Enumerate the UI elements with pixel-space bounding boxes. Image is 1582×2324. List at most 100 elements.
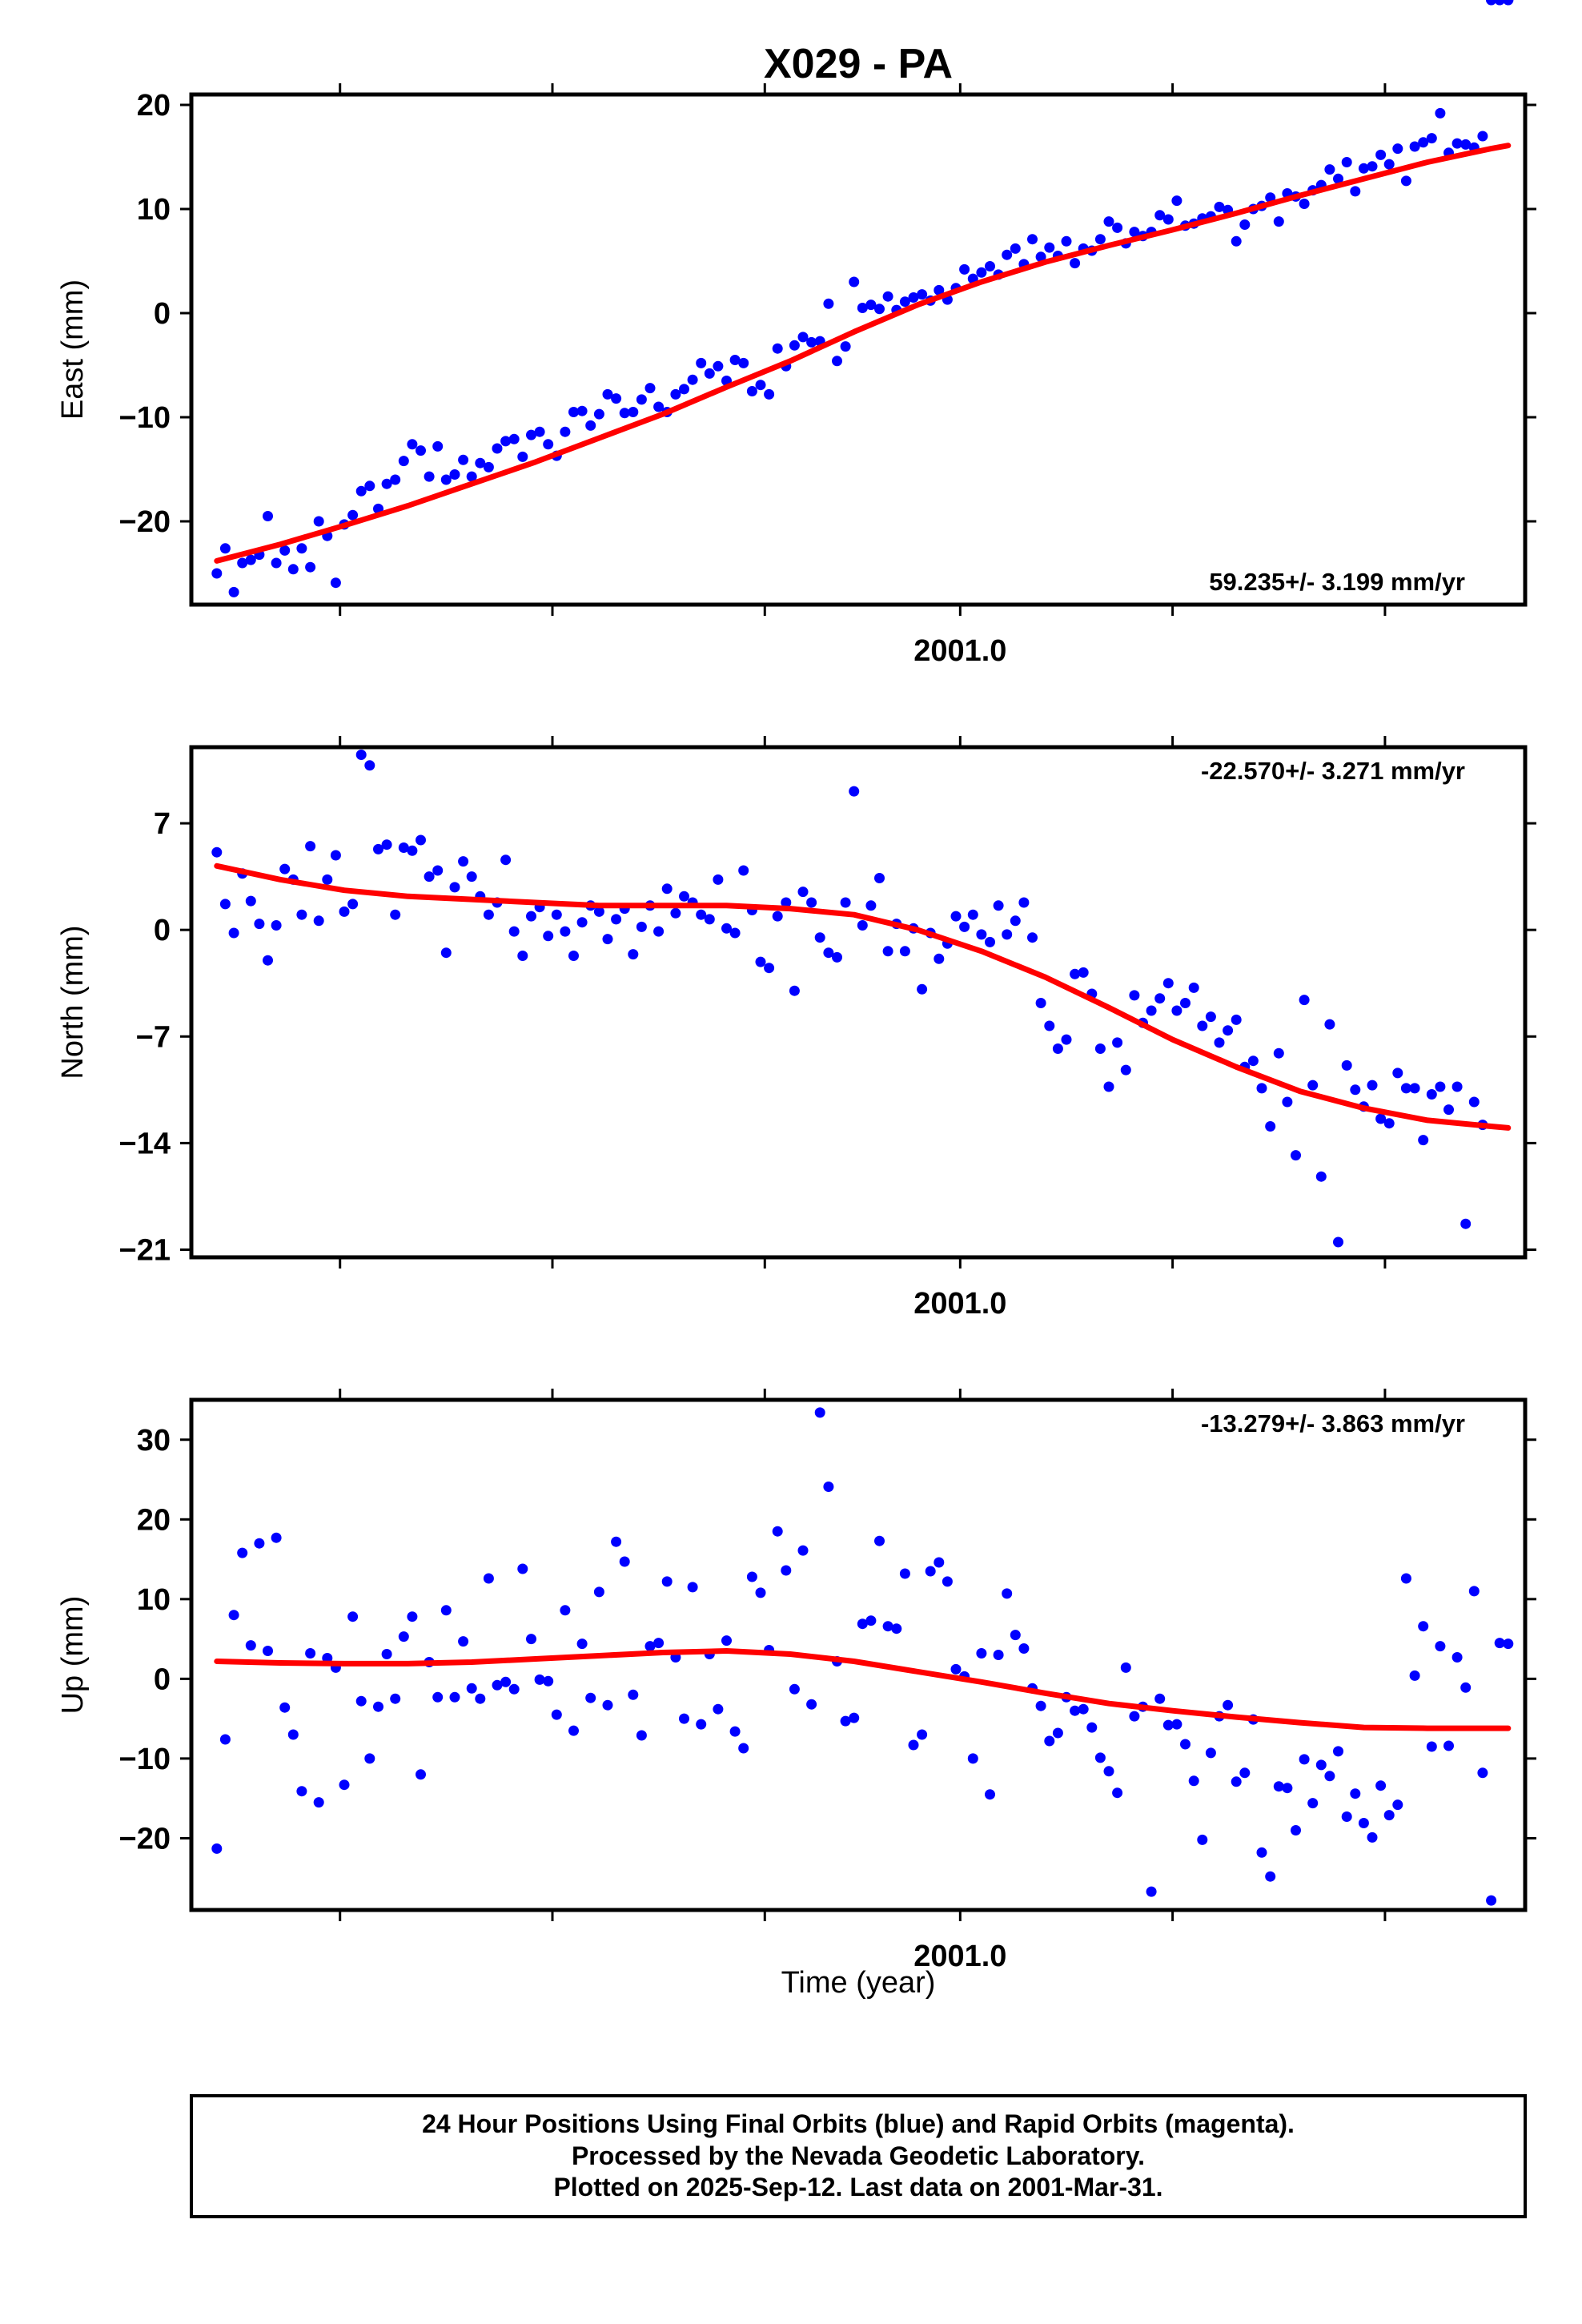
data-point <box>1120 1064 1131 1076</box>
data-point <box>432 1691 444 1703</box>
data-point <box>934 284 945 296</box>
footer-line-2: Processed by the Nevada Geodetic Laborat… <box>572 2141 1145 2170</box>
data-point <box>755 956 766 967</box>
data-point <box>1367 1831 1378 1843</box>
data-point <box>1400 1083 1411 1094</box>
data-point <box>1477 1767 1488 1779</box>
data-point <box>1452 138 1463 149</box>
data-point <box>1494 1638 1505 1649</box>
data-point <box>440 1605 452 1616</box>
data-point <box>245 1640 256 1651</box>
data-point <box>1460 1218 1472 1229</box>
data-point <box>440 474 452 485</box>
data-points <box>211 1407 1514 1906</box>
data-point <box>1103 1081 1114 1092</box>
data-point <box>1162 978 1174 989</box>
data-point <box>492 1679 503 1691</box>
data-point <box>228 1610 239 1621</box>
data-point <box>713 874 724 885</box>
y-tick-label: 20 <box>137 89 171 123</box>
data-point <box>1129 227 1140 238</box>
data-point <box>806 1699 817 1710</box>
data-point <box>424 471 435 482</box>
data-point <box>823 947 834 959</box>
data-point <box>619 1556 630 1567</box>
data-point <box>1154 210 1166 221</box>
data-point <box>1265 1871 1276 1882</box>
data-point <box>1154 1693 1166 1704</box>
data-point <box>1188 982 1199 993</box>
data-point <box>1350 1788 1361 1799</box>
data-point <box>330 577 341 589</box>
data-point <box>1035 251 1046 263</box>
data-point <box>1094 1752 1106 1763</box>
data-point <box>653 1638 665 1649</box>
data-point <box>492 443 503 454</box>
data-point <box>254 1538 265 1549</box>
data-point <box>1010 1630 1021 1641</box>
data-point <box>475 457 486 468</box>
data-point <box>755 380 766 391</box>
data-point <box>466 471 477 482</box>
data-point <box>967 909 978 920</box>
data-point <box>381 839 392 850</box>
panel-2: −21 −14 −7 0 7 2001.0 -22.570+/- 3.271 mm/yr No… <box>56 0 1536 1321</box>
data-point <box>1078 1703 1089 1715</box>
data-point <box>797 332 809 343</box>
data-point <box>508 926 520 937</box>
data-point <box>1315 1759 1327 1771</box>
data-point <box>746 1571 757 1582</box>
data-point <box>534 426 545 437</box>
data-point <box>721 923 732 934</box>
data-point <box>729 1726 741 1737</box>
data-point <box>279 545 291 556</box>
data-point <box>449 469 460 480</box>
data-point <box>1002 249 1013 260</box>
data-point <box>670 388 681 400</box>
data-point <box>1044 1020 1055 1031</box>
data-point <box>1435 1641 1446 1652</box>
data-point <box>373 843 383 854</box>
data-point <box>551 1709 562 1720</box>
data-point <box>390 1693 401 1704</box>
data-point <box>440 947 452 959</box>
data-point <box>899 946 910 957</box>
data-point <box>806 336 817 348</box>
data-point <box>228 927 239 939</box>
data-point <box>313 915 324 927</box>
data-point <box>636 1730 647 1741</box>
data-point <box>993 900 1004 911</box>
data-point <box>628 407 639 417</box>
data-point <box>1409 141 1420 152</box>
data-point <box>857 303 868 313</box>
data-point <box>1503 1638 1514 1650</box>
data-point <box>1044 242 1055 253</box>
footer-line-1: 24 Hour Positions Using Final Orbits (bl… <box>422 2109 1295 2138</box>
y-tick-label: −20 <box>119 505 171 539</box>
data-point <box>322 874 333 885</box>
data-point <box>976 267 987 278</box>
data-point <box>1197 1834 1208 1845</box>
data-point <box>1299 199 1310 209</box>
y-tick-label: 7 <box>154 807 171 841</box>
x-tick-label: 2001.0 <box>913 1287 1006 1321</box>
data-point <box>279 863 291 875</box>
data-point <box>1273 1047 1284 1059</box>
data-points <box>211 0 1514 597</box>
fit-line <box>214 1648 1512 1731</box>
data-point <box>1282 1783 1293 1794</box>
data-point <box>1341 1811 1352 1822</box>
data-point <box>729 355 741 365</box>
data-point <box>993 1650 1004 1660</box>
data-point <box>568 951 579 961</box>
data-point <box>1341 1059 1352 1071</box>
data-point <box>1265 1121 1276 1132</box>
data-point <box>416 445 426 456</box>
data-point <box>263 1646 273 1656</box>
data-point <box>339 1779 350 1791</box>
data-point <box>985 1789 995 1800</box>
data-point <box>738 1743 749 1754</box>
data-point <box>1400 175 1411 187</box>
data-point <box>1477 131 1488 142</box>
data-point <box>381 478 392 489</box>
